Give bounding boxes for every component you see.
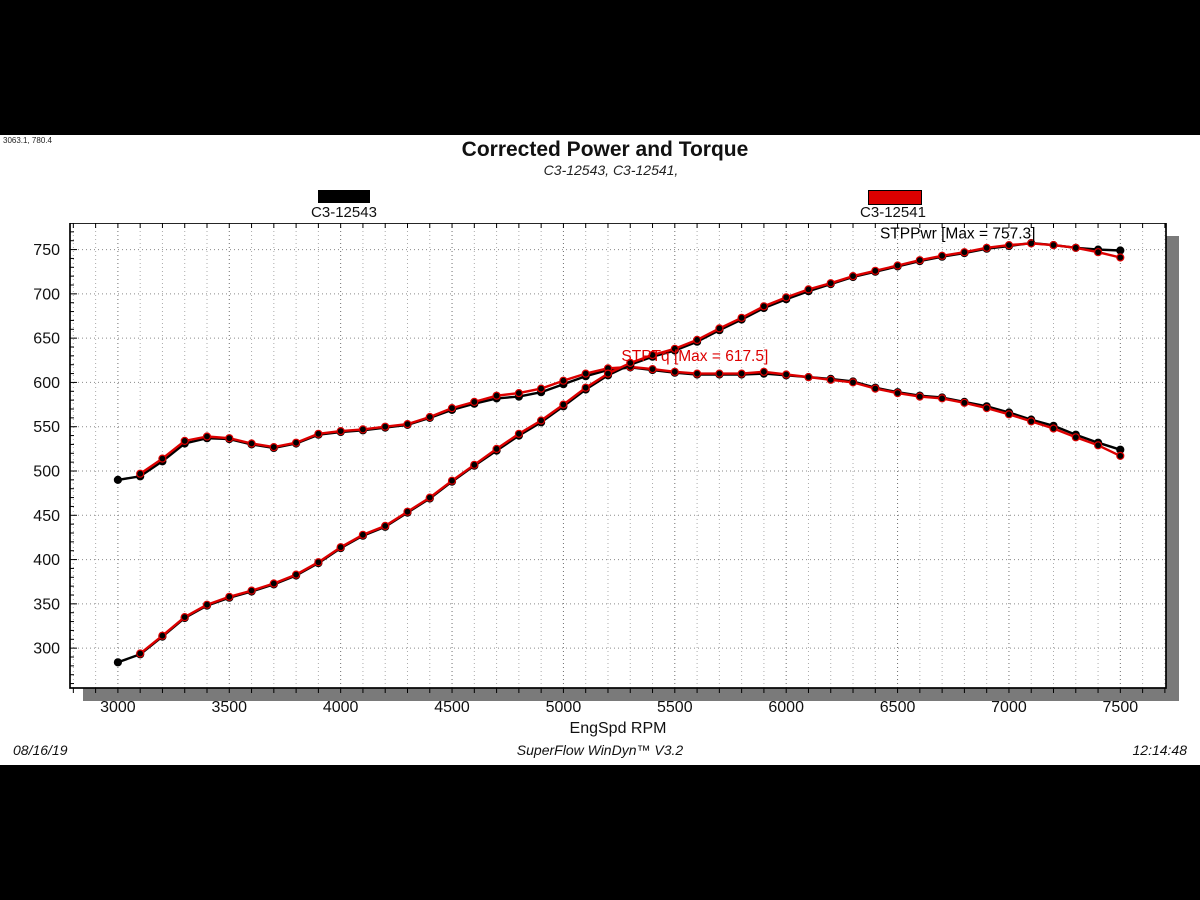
report-time: 12:14:48	[1132, 742, 1188, 758]
svg-text:650: 650	[33, 331, 60, 348]
legend-swatch-run1	[318, 190, 370, 203]
chart-title: Corrected Power and Torque	[461, 138, 749, 161]
svg-text:700: 700	[33, 286, 60, 303]
x-tick-labels: 3000 3500 4000 4500 5000 5500 6000 6500 7000 7500	[100, 699, 1138, 716]
svg-text:450: 450	[33, 508, 60, 525]
legend-label-run1: C3-12543	[311, 204, 377, 221]
svg-text:3000: 3000	[100, 699, 136, 716]
annotation-stppwr: STPPwr [Max = 757.3]	[880, 226, 1036, 243]
legend-label-run2: C3-12541	[860, 204, 926, 221]
app-version: SuperFlow WinDyn™ V3.2	[516, 742, 684, 758]
svg-text:5000: 5000	[546, 699, 582, 716]
svg-text:350: 350	[33, 596, 60, 613]
cursor-position-readout: 3063.1, 780.4	[3, 136, 52, 145]
plot-background	[70, 223, 1166, 688]
svg-text:5500: 5500	[657, 699, 693, 716]
report-page: 3063.1, 780.4 Corrected Power and Torque…	[0, 135, 1200, 765]
svg-text:3500: 3500	[211, 699, 247, 716]
svg-text:550: 550	[33, 419, 60, 436]
svg-text:7000: 7000	[991, 699, 1027, 716]
y-tick-labels: 300 350 400 450 500 550 600 650 700 750	[33, 242, 60, 658]
svg-text:750: 750	[33, 242, 60, 259]
annotation-stptq: STPTq [Max = 617.5]	[621, 348, 768, 365]
svg-text:600: 600	[33, 375, 60, 392]
svg-text:400: 400	[33, 552, 60, 569]
plot-frame	[69, 223, 1167, 689]
legend-swatch-run2	[868, 190, 922, 205]
svg-text:500: 500	[33, 464, 60, 481]
svg-text:4000: 4000	[323, 699, 359, 716]
series-C3-12541-STPPwr	[136, 239, 1125, 658]
svg-text:7500: 7500	[1103, 699, 1139, 716]
svg-text:300: 300	[33, 641, 60, 658]
svg-text:4500: 4500	[434, 699, 470, 716]
svg-text:6000: 6000	[768, 699, 804, 716]
dyno-chart[interactable]: 3000 3500 4000 4500 5000 5500 6000 6500 7000 7500…	[0, 223, 1200, 758]
x-axis-label: EngSpd RPM	[570, 720, 667, 737]
chart-subtitle: C3-12543, C3-12541,	[543, 162, 679, 178]
svg-text:6500: 6500	[880, 699, 916, 716]
report-date: 08/16/19	[13, 742, 68, 758]
gridlines	[70, 223, 1166, 688]
